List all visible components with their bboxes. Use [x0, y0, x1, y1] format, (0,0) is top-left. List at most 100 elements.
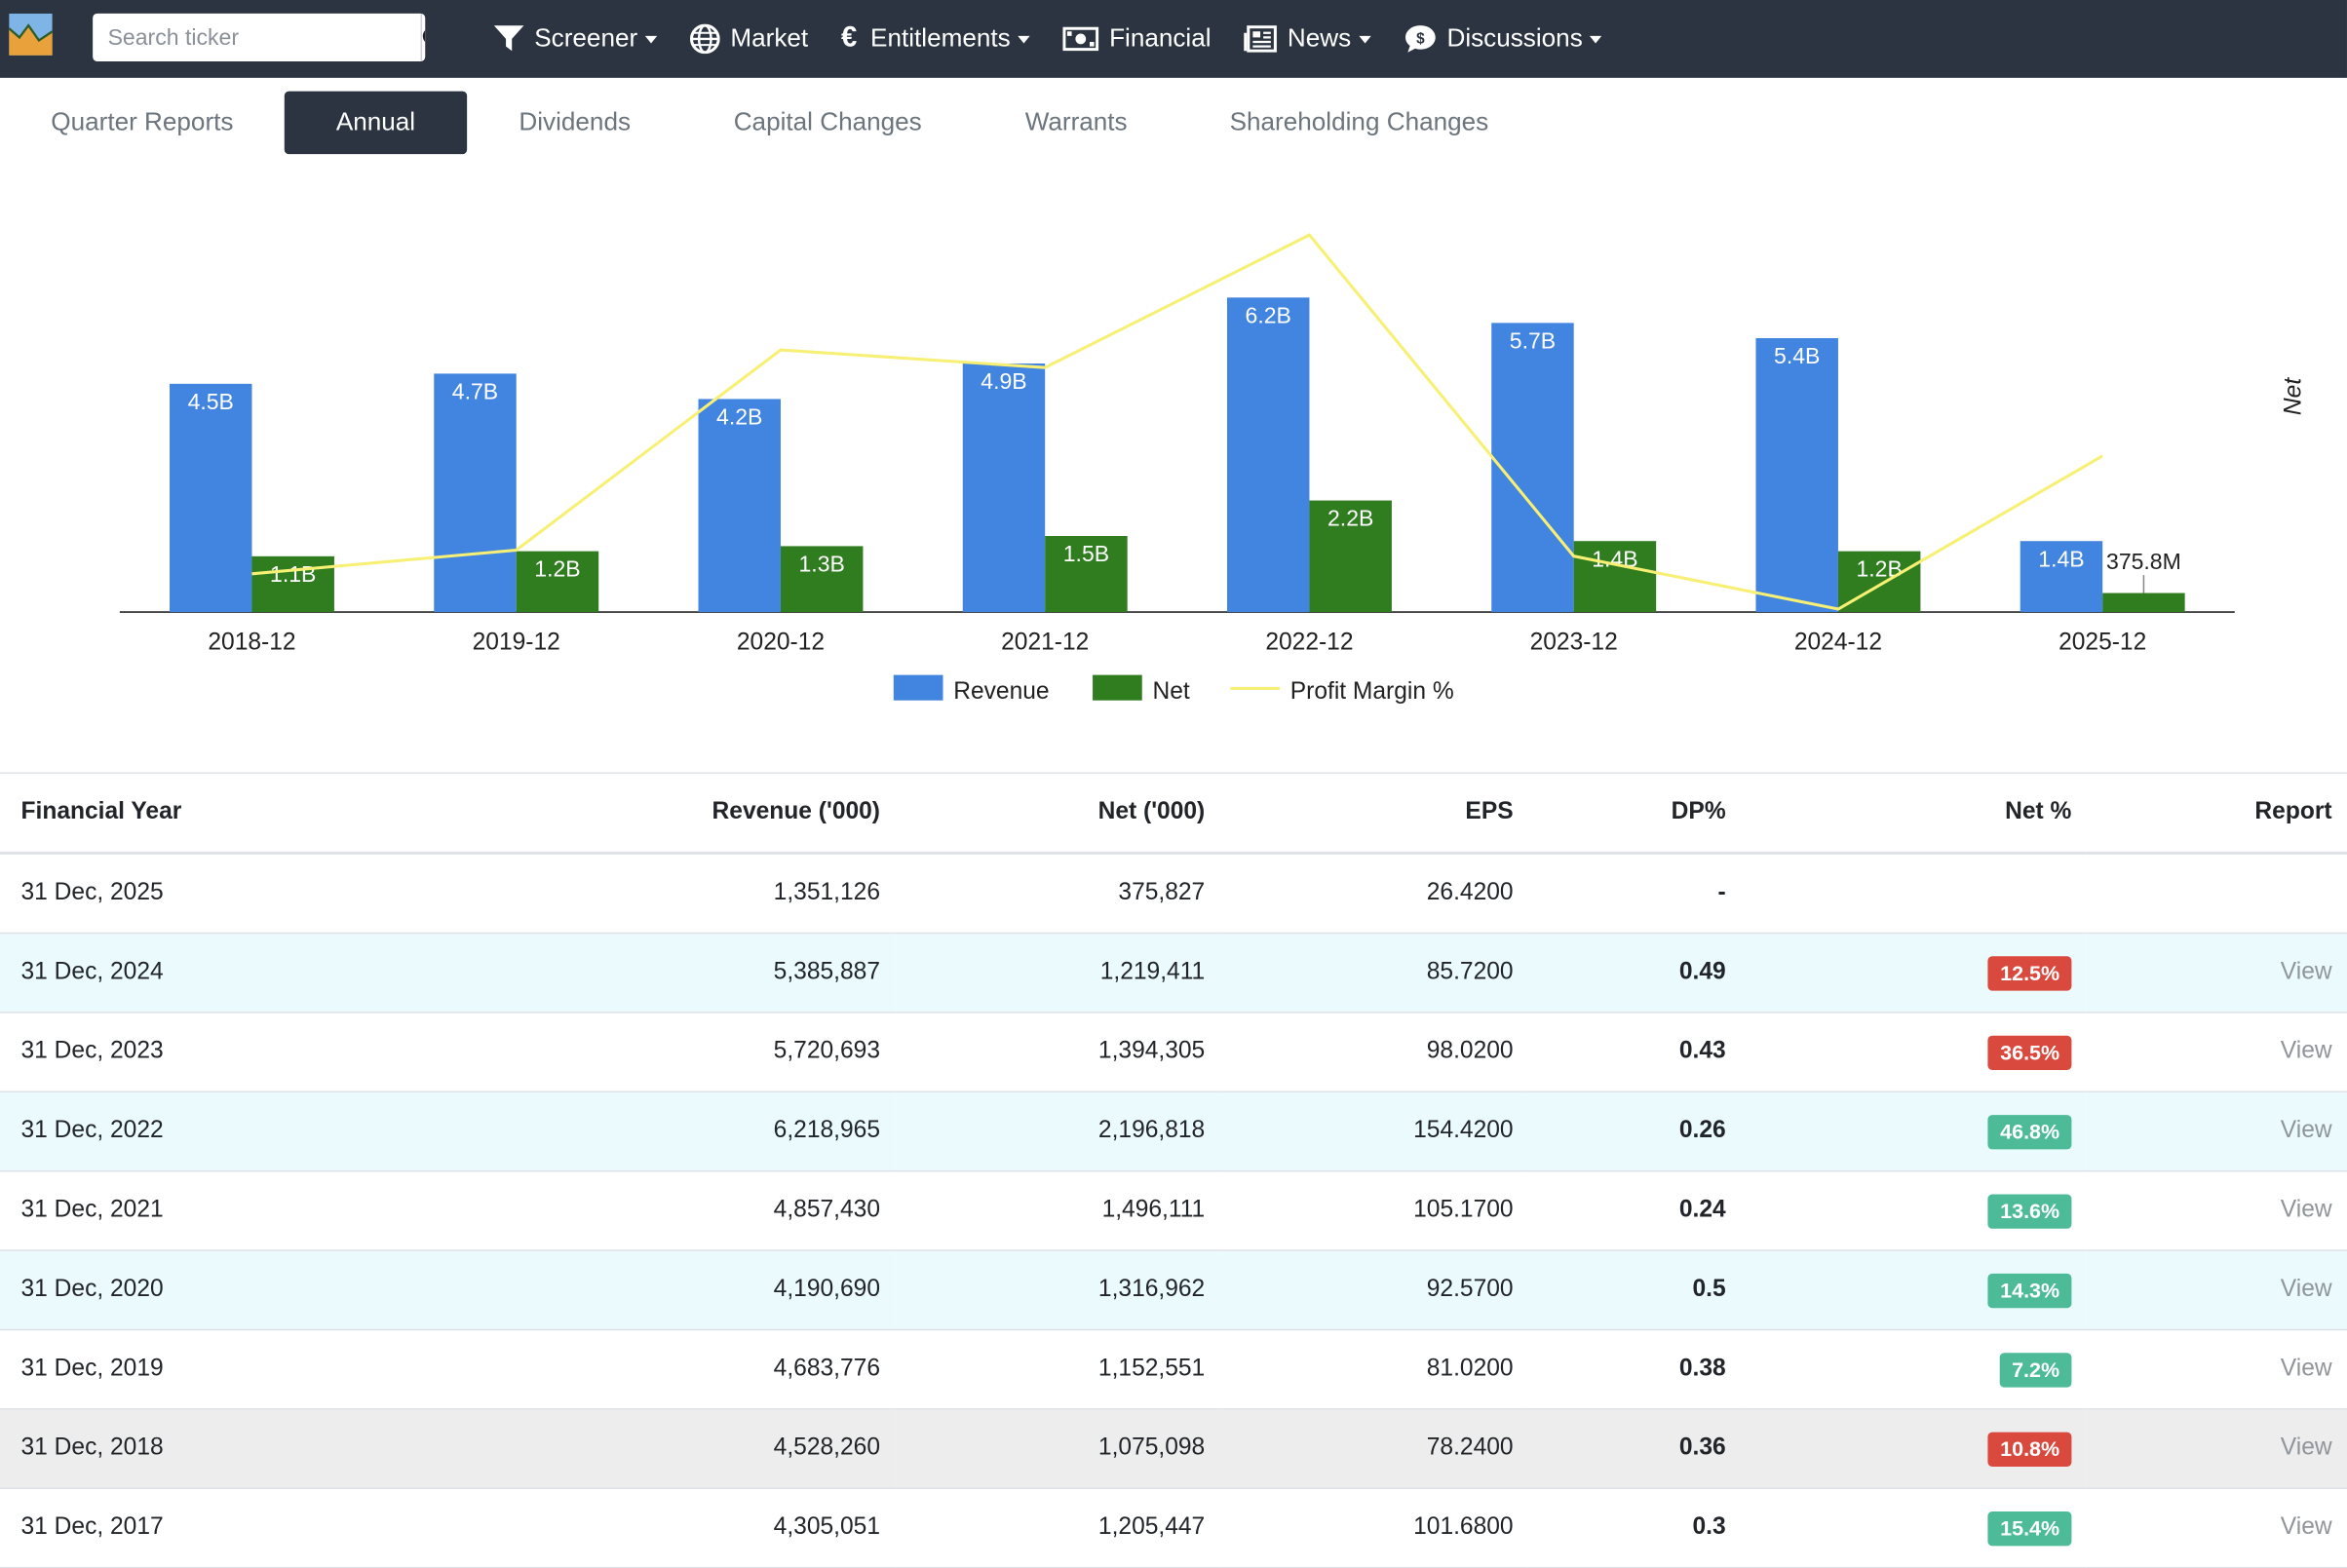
cell-revenue: 4,305,051 [523, 1488, 896, 1568]
col-net[interactable]: Net ('000) [895, 772, 1220, 855]
cell-revenue: 4,528,260 [523, 1408, 896, 1490]
top-navbar: Screener Market € Entitlements [0, 0, 2347, 78]
x-tick-label: 2021-12 [1001, 629, 1089, 655]
revenue-bar [1491, 323, 1574, 613]
col-financial-year[interactable]: Financial Year [0, 772, 524, 855]
cell-report: View [2086, 1488, 2347, 1568]
search-input[interactable] [93, 13, 421, 61]
tab-quarter-reports[interactable]: Quarter Reports [51, 107, 234, 136]
nav-market[interactable]: Market [689, 23, 808, 55]
x-tick-label: 2018-12 [208, 629, 295, 655]
cell-eps: 154.4200 [1219, 1091, 1528, 1172]
nav-entitlements[interactable]: € Entitlements [841, 22, 1030, 56]
table-row: 31 Dec, 2019 4,683,776 1,152,551 81.0200 0.3… [0, 1329, 2347, 1410]
cell-net: 1,219,411 [895, 933, 1220, 1013]
net-bar [516, 551, 599, 613]
net-percent-badge: 13.6% [1987, 1193, 2072, 1229]
view-report-link[interactable]: View [2280, 1038, 2332, 1064]
search-icon [422, 29, 426, 42]
cell-year: 31 Dec, 2020 [0, 1250, 524, 1331]
col-eps[interactable]: EPS [1219, 772, 1528, 855]
cell-revenue: 4,683,776 [523, 1329, 896, 1410]
net-percent-badge: 36.5% [1987, 1034, 2072, 1070]
table-row: 31 Dec, 2023 5,720,693 1,394,305 98.0200 0.4… [0, 1012, 2347, 1093]
cell-eps: 101.6800 [1219, 1488, 1528, 1568]
cell-report: View [2086, 1408, 2347, 1490]
comment-dollar-icon: $ [1404, 25, 1436, 53]
revenue-bar [698, 399, 781, 613]
cell-dp: 0.24 [1527, 1170, 1742, 1251]
cell-net: 2,196,818 [895, 1091, 1220, 1172]
cell-eps: 26.4200 [1219, 853, 1528, 935]
nav-financial-label: Financial [1109, 23, 1212, 53]
x-tick-label: 2023-12 [1530, 629, 1618, 655]
revenue-bar-label: 6.2B [1246, 302, 1291, 327]
view-report-link[interactable]: View [2280, 1118, 2332, 1144]
col-net-percent[interactable]: Net % [1741, 772, 2087, 855]
revenue-bar [2020, 541, 2103, 613]
net-percent-badge: 12.5% [1987, 955, 2072, 990]
financial-table-wrap: Financial Year Revenue ('000) Net ('000)… [0, 772, 2347, 1568]
legend-revenue-label: Revenue [953, 678, 1049, 705]
col-revenue[interactable]: Revenue ('000) [523, 772, 896, 855]
view-report-link[interactable]: View [2280, 959, 2332, 985]
report-tabs: Quarter Reports Annual Dividends Capital… [0, 91, 1539, 155]
cell-net-percent [1741, 853, 2087, 935]
table-row: 31 Dec, 2020 4,190,690 1,316,962 92.5700 0.5… [0, 1250, 2347, 1331]
nav-screener[interactable]: Screener [493, 24, 658, 55]
cell-year: 31 Dec, 2019 [0, 1329, 524, 1410]
cell-dp: 0.38 [1527, 1329, 1742, 1410]
net-percent-badge: 7.2% [1999, 1352, 2072, 1387]
cell-revenue: 5,720,693 [523, 1012, 896, 1093]
search-button[interactable] [420, 13, 426, 61]
tab-annual[interactable]: Annual [284, 91, 468, 155]
tab-dividends[interactable]: Dividends [519, 107, 632, 136]
view-report-link[interactable]: View [2280, 1434, 2332, 1461]
tab-warrants[interactable]: Warrants [1024, 107, 1128, 136]
cell-eps: 85.7200 [1219, 933, 1528, 1013]
revenue-bar-label: 5.4B [1774, 343, 1820, 368]
cell-report: View [2086, 1250, 2347, 1331]
table-row: 31 Dec, 2018 4,528,260 1,075,098 78.2400 0.3… [0, 1408, 2347, 1490]
col-dp[interactable]: DP% [1527, 772, 1742, 855]
nav-discussions[interactable]: $ Discussions [1404, 24, 1602, 55]
tab-capital-changes[interactable]: Capital Changes [733, 107, 922, 136]
chevron-down-icon [644, 35, 658, 43]
cell-revenue: 4,857,430 [523, 1170, 896, 1251]
net-bar-label: 2.2B [1327, 506, 1373, 531]
tab-shareholding-changes[interactable]: Shareholding Changes [1229, 107, 1489, 136]
nav-entitlements-label: Entitlements [870, 23, 1011, 53]
cell-eps: 105.1700 [1219, 1170, 1528, 1251]
nav-menu: Screener Market € Entitlements [493, 0, 1635, 78]
cell-net-percent: 12.5% [1741, 933, 2087, 1013]
cell-revenue: 6,218,965 [523, 1091, 896, 1172]
cell-eps: 81.0200 [1219, 1329, 1528, 1410]
cell-net-percent: 36.5% [1741, 1012, 2087, 1093]
logo-icon[interactable] [9, 13, 53, 56]
view-report-link[interactable]: View [2280, 1276, 2332, 1303]
view-report-link[interactable]: View [2280, 1197, 2332, 1223]
x-tick-label: 2024-12 [1794, 629, 1882, 655]
nav-financial[interactable]: Financial [1062, 23, 1212, 55]
svg-text:$: $ [1416, 31, 1425, 48]
cell-net: 1,152,551 [895, 1329, 1220, 1410]
net-bar-label: 375.8M [2106, 549, 2181, 574]
cell-year: 31 Dec, 2025 [0, 853, 524, 935]
newspaper-icon [1244, 25, 1278, 53]
revenue-bar [434, 373, 517, 613]
view-report-link[interactable]: View [2280, 1356, 2332, 1382]
net-percent-badge: 46.8% [1987, 1114, 2072, 1149]
cell-net: 1,316,962 [895, 1250, 1220, 1331]
nav-news[interactable]: News [1244, 24, 1371, 55]
chevron-down-icon [1590, 35, 1602, 43]
profit-margin-line [251, 233, 2103, 611]
view-report-link[interactable]: View [2280, 1514, 2332, 1541]
revenue-bar [1755, 337, 1838, 613]
col-report[interactable]: Report [2086, 772, 2347, 855]
globe-icon [689, 23, 720, 55]
cell-year: 31 Dec, 2017 [0, 1488, 524, 1568]
cell-year: 31 Dec, 2021 [0, 1170, 524, 1251]
filter-icon [493, 25, 524, 52]
x-tick-label: 2020-12 [737, 629, 825, 655]
